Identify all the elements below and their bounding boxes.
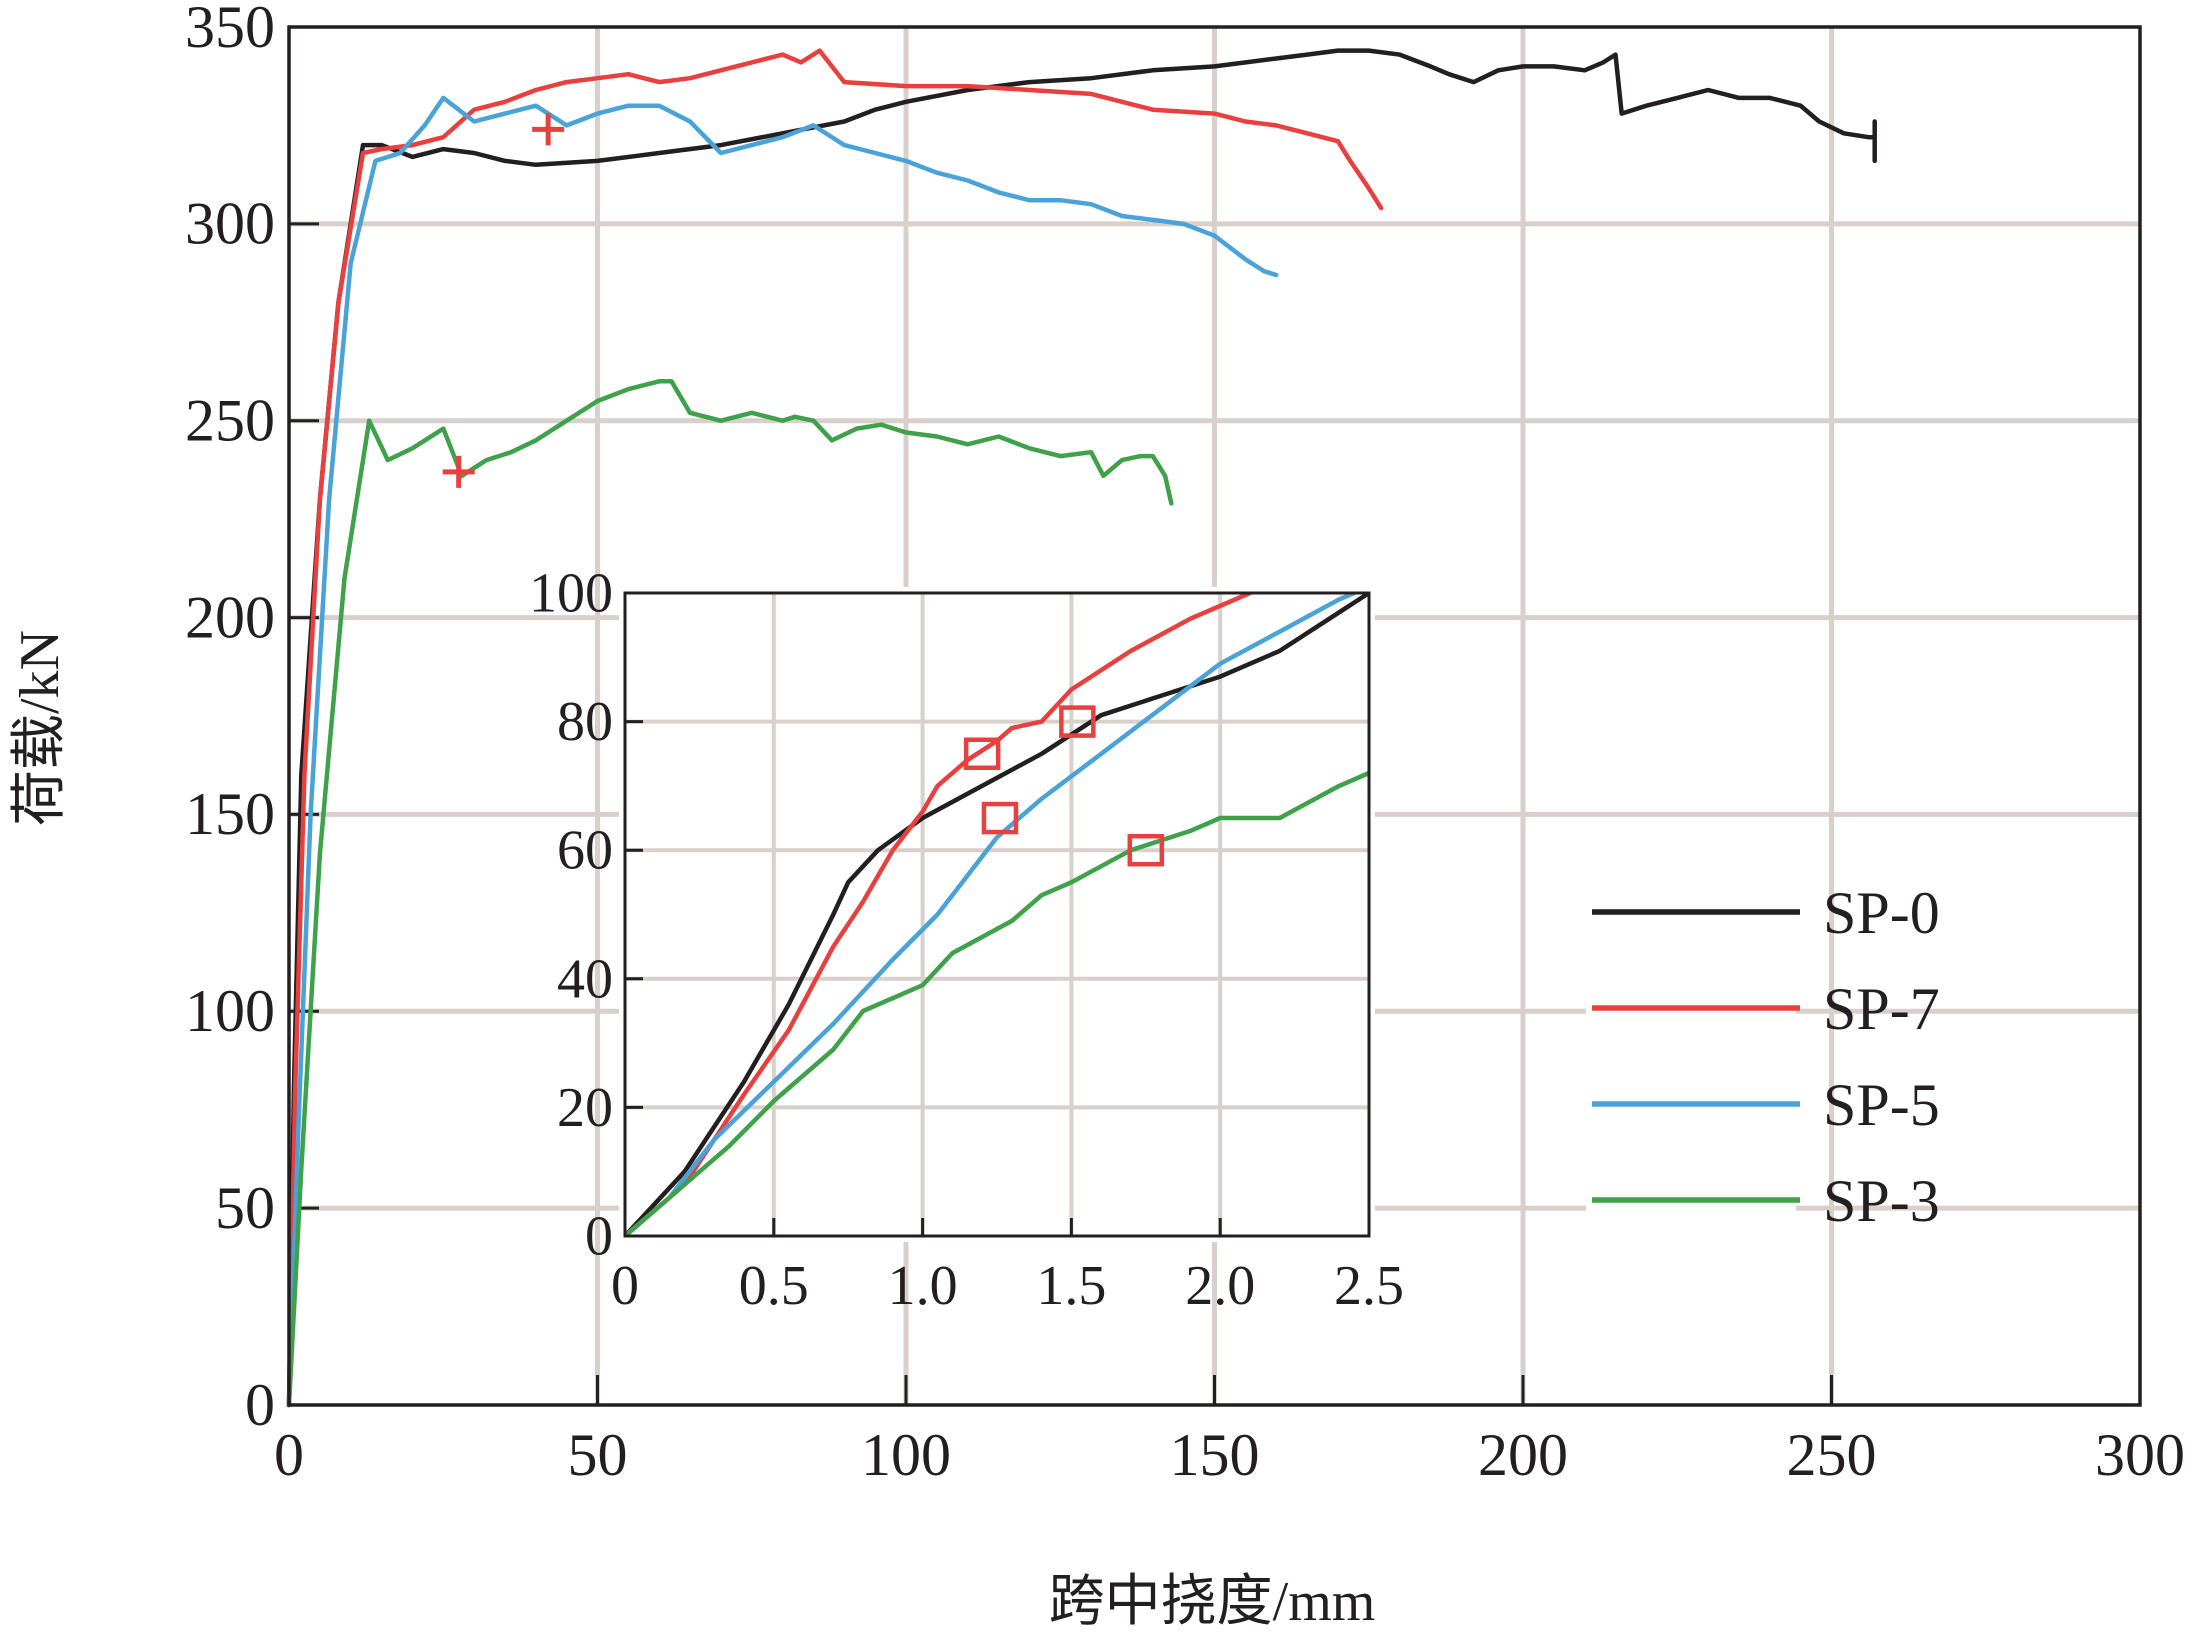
main-x-tick-label: 250 bbox=[1787, 1422, 1877, 1488]
inset-y-tick-label: 0 bbox=[585, 1205, 613, 1267]
inset-x-tick-label: 1.5 bbox=[1036, 1255, 1106, 1317]
main-x-tick-label: 100 bbox=[861, 1422, 951, 1488]
inset-y-tick-label: 100 bbox=[529, 562, 613, 624]
main-y-tick-label: 300 bbox=[185, 191, 275, 257]
inset-y-tick-label: 60 bbox=[557, 820, 613, 882]
main-y-tick-label: 100 bbox=[185, 978, 275, 1044]
inset-y-tick-label: 20 bbox=[557, 1077, 613, 1139]
inset-series-sp-7 bbox=[625, 593, 1253, 1236]
inset-series-sp-0 bbox=[625, 593, 1369, 1236]
main-frame bbox=[287, 25, 2142, 1407]
inset-frame bbox=[623, 591, 1371, 1238]
inset-marker-square bbox=[963, 737, 1001, 770]
main-y-tick-label: 150 bbox=[185, 781, 275, 847]
legend-label-sp-7: SP-7 bbox=[1823, 976, 1940, 1042]
legend-label-sp-5: SP-5 bbox=[1823, 1072, 1940, 1138]
inset-x-tick-label: 1.0 bbox=[888, 1255, 958, 1317]
main-series-sp-7 bbox=[286, 48, 1384, 1408]
main-x-tick-label: 200 bbox=[1478, 1422, 1568, 1488]
main-x-tick-label: 0 bbox=[274, 1422, 304, 1488]
inset-marker-square bbox=[981, 801, 1019, 835]
main-x-tick-label: 150 bbox=[1170, 1422, 1260, 1488]
main-x-tick-label: 300 bbox=[2095, 1422, 2185, 1488]
legend-label-sp-0: SP-0 bbox=[1823, 880, 1940, 946]
inset-y-tick-label: 80 bbox=[557, 691, 613, 753]
inset-marker-square bbox=[1127, 833, 1165, 867]
inset-series-sp-3 bbox=[625, 770, 1369, 1236]
x-axis-label: 跨中挠度/mm bbox=[1049, 1571, 1376, 1633]
inset-series-sp-5 bbox=[625, 593, 1357, 1236]
inset-x-tick-label: 0 bbox=[611, 1255, 639, 1317]
main-series-sp-5 bbox=[286, 95, 1279, 1408]
inset-marker-square bbox=[1059, 705, 1096, 738]
legend-label-sp-3: SP-3 bbox=[1823, 1168, 1940, 1234]
y-axis-label: 荷载/kN bbox=[9, 630, 71, 826]
main-y-tick-label: 200 bbox=[185, 584, 275, 650]
main-y-tick-label: 50 bbox=[215, 1175, 275, 1241]
main-y-tick-label: 350 bbox=[185, 0, 275, 60]
main-series-sp-3 bbox=[286, 379, 1174, 1408]
inset-y-tick-label: 40 bbox=[557, 948, 613, 1010]
main-x-tick-label: 50 bbox=[568, 1422, 628, 1488]
main-series-sp-0 bbox=[286, 48, 1877, 1408]
inset-plot-area: 0 20 40 60 80 100 0 0.5 1.0 1.5 2.0 2.5 bbox=[529, 562, 1404, 1317]
main-y-tick-label: 250 bbox=[185, 388, 275, 454]
legend: SP-0 SP-7 SP-5 SP-3 bbox=[1586, 872, 1940, 1240]
main-y-tick-label: 0 bbox=[245, 1372, 275, 1438]
inset-x-tick-label: 2.0 bbox=[1185, 1255, 1255, 1317]
main-marker-plus bbox=[442, 455, 475, 488]
inset-x-tick-label: 0.5 bbox=[739, 1255, 809, 1317]
main-marker-plus bbox=[532, 113, 565, 146]
inset-x-tick-label: 2.5 bbox=[1334, 1255, 1404, 1317]
